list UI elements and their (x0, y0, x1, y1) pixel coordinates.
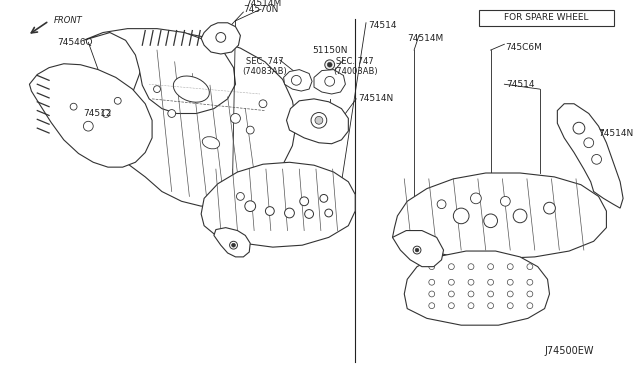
Polygon shape (83, 29, 236, 113)
Circle shape (468, 291, 474, 297)
Polygon shape (287, 99, 348, 144)
Circle shape (266, 207, 275, 215)
Circle shape (216, 32, 226, 42)
Circle shape (527, 264, 533, 270)
Circle shape (230, 241, 237, 249)
Circle shape (315, 116, 323, 124)
Circle shape (449, 264, 454, 270)
Polygon shape (557, 104, 623, 208)
Text: 74546Q: 74546Q (57, 38, 92, 47)
Text: 74514N: 74514N (358, 94, 394, 103)
Circle shape (230, 113, 241, 123)
Polygon shape (392, 231, 444, 267)
Circle shape (415, 248, 419, 252)
Circle shape (324, 60, 335, 70)
Circle shape (291, 76, 301, 85)
Polygon shape (314, 70, 346, 94)
Text: 74512: 74512 (83, 109, 112, 118)
Circle shape (500, 196, 510, 206)
Circle shape (488, 279, 493, 285)
Circle shape (429, 279, 435, 285)
Circle shape (70, 103, 77, 110)
Polygon shape (98, 31, 296, 206)
Circle shape (484, 214, 497, 228)
Circle shape (102, 110, 110, 118)
Circle shape (449, 279, 454, 285)
Text: FRONT: FRONT (54, 16, 83, 25)
Circle shape (83, 121, 93, 131)
Text: (74003AB): (74003AB) (333, 67, 378, 76)
Circle shape (513, 209, 527, 223)
Text: SEC. 747: SEC. 747 (246, 57, 284, 66)
Circle shape (232, 243, 236, 247)
FancyBboxPatch shape (479, 10, 614, 26)
Circle shape (468, 264, 474, 270)
Circle shape (311, 112, 327, 128)
Circle shape (246, 126, 254, 134)
Circle shape (543, 202, 556, 214)
Circle shape (305, 209, 314, 218)
Circle shape (154, 86, 161, 93)
Circle shape (508, 291, 513, 297)
Circle shape (429, 303, 435, 309)
Text: 74514: 74514 (368, 21, 396, 30)
Circle shape (327, 62, 332, 67)
Polygon shape (214, 228, 250, 257)
Text: FOR SPARE WHEEL: FOR SPARE WHEEL (504, 13, 589, 22)
Circle shape (470, 193, 481, 204)
Ellipse shape (173, 76, 209, 102)
Circle shape (527, 303, 533, 309)
Text: (74083AB): (74083AB) (243, 67, 287, 76)
Circle shape (453, 208, 469, 224)
Circle shape (573, 122, 585, 134)
Circle shape (259, 100, 267, 108)
Circle shape (300, 197, 308, 206)
Circle shape (324, 209, 333, 217)
Polygon shape (284, 70, 312, 91)
Circle shape (584, 138, 594, 148)
Circle shape (488, 303, 493, 309)
Circle shape (527, 279, 533, 285)
Circle shape (468, 303, 474, 309)
Circle shape (508, 303, 513, 309)
Circle shape (449, 303, 454, 309)
Circle shape (320, 195, 328, 202)
Circle shape (285, 208, 294, 218)
Ellipse shape (202, 137, 220, 149)
Circle shape (413, 246, 421, 254)
Circle shape (449, 291, 454, 297)
Text: 74514M: 74514M (407, 34, 444, 43)
Polygon shape (201, 162, 355, 247)
Text: 745C6M: 745C6M (506, 43, 542, 52)
Circle shape (437, 200, 446, 209)
Circle shape (429, 264, 435, 270)
Circle shape (508, 279, 513, 285)
Polygon shape (404, 251, 550, 325)
Circle shape (245, 201, 255, 212)
Circle shape (429, 291, 435, 297)
Circle shape (168, 110, 175, 118)
Text: 74514M: 74514M (245, 0, 281, 8)
Circle shape (592, 154, 602, 164)
Polygon shape (29, 64, 152, 167)
Circle shape (527, 291, 533, 297)
Circle shape (237, 193, 244, 200)
Circle shape (324, 76, 335, 86)
Text: 74514N: 74514N (598, 128, 634, 138)
Text: J74500EW: J74500EW (545, 346, 594, 356)
Polygon shape (392, 173, 607, 259)
Text: 51150N: 51150N (312, 46, 348, 55)
Polygon shape (201, 23, 241, 54)
Text: 74570N: 74570N (243, 4, 279, 14)
Circle shape (508, 264, 513, 270)
Circle shape (488, 291, 493, 297)
Text: 74514: 74514 (506, 80, 535, 89)
Circle shape (468, 279, 474, 285)
Circle shape (488, 264, 493, 270)
Circle shape (115, 97, 121, 104)
Text: SEC. 747: SEC. 747 (337, 57, 374, 66)
